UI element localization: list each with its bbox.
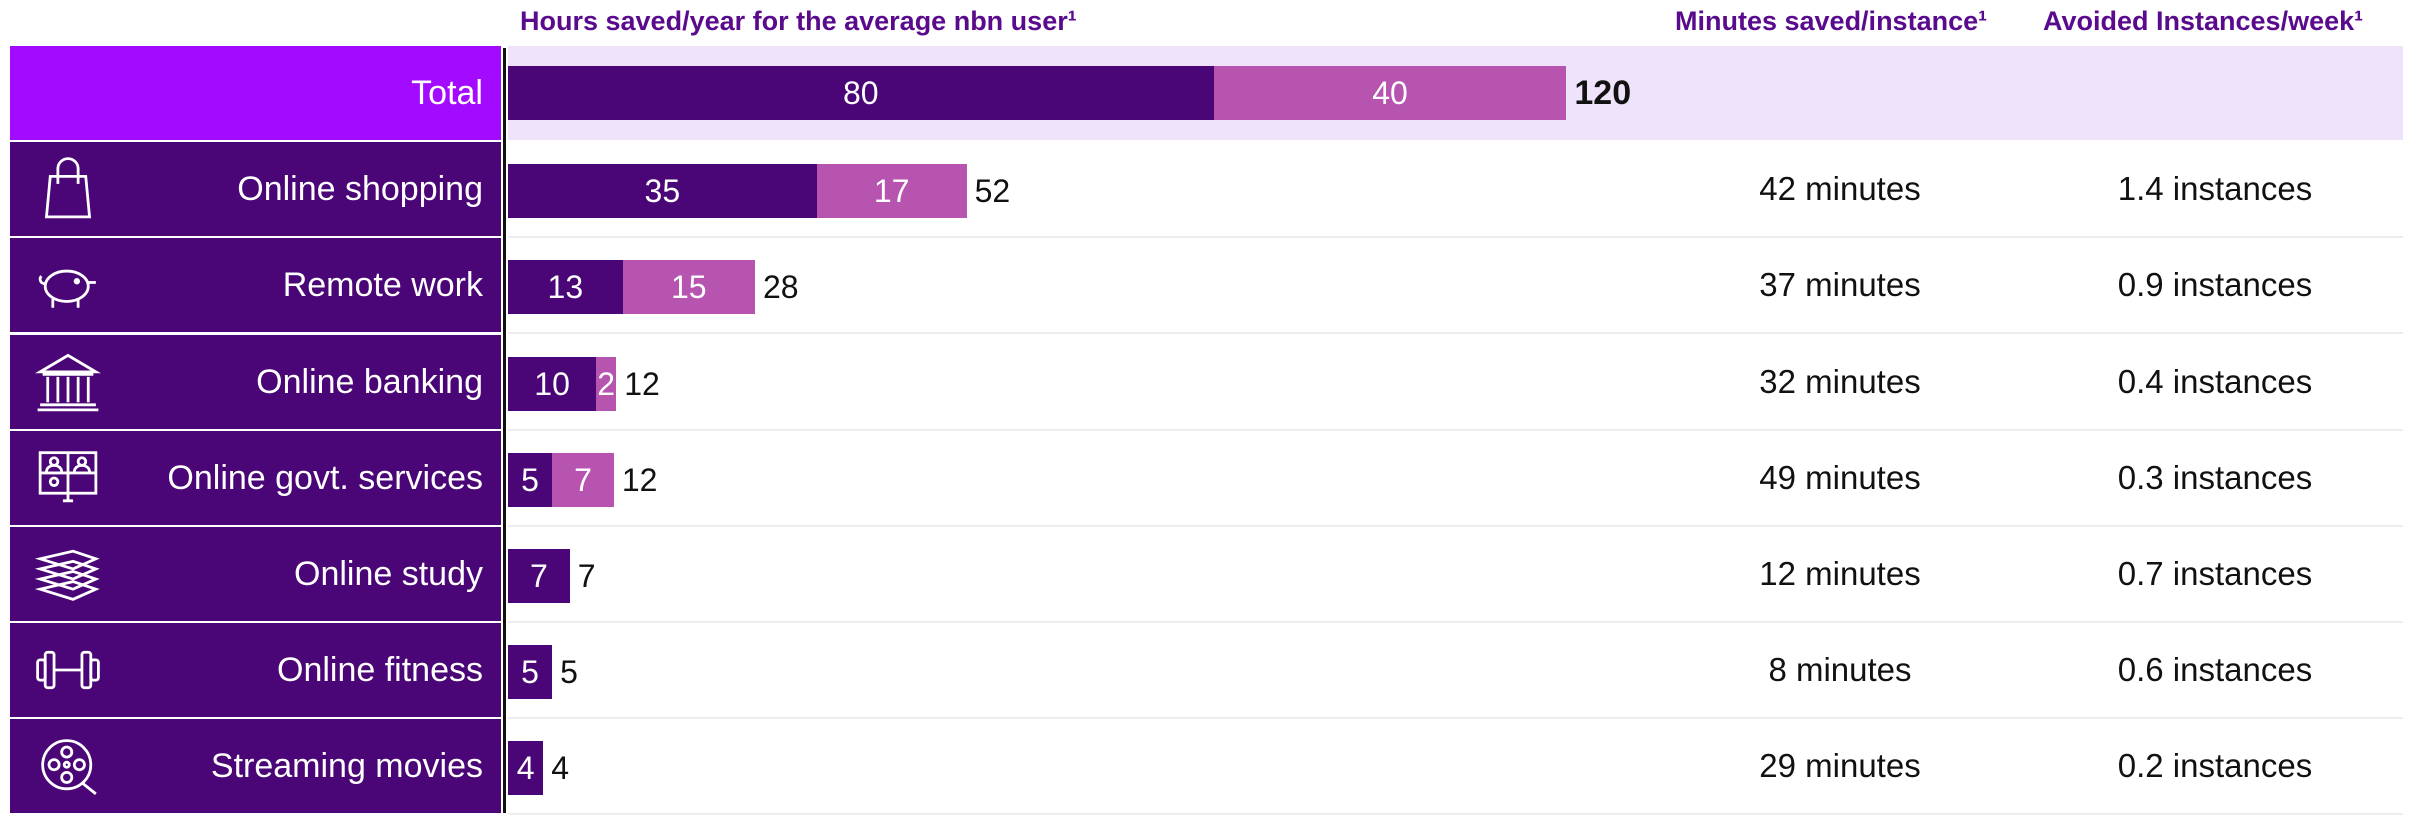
bar-total-label: 120 xyxy=(1574,74,1632,112)
bank-building-icon xyxy=(30,344,106,420)
bar-total-label: 12 xyxy=(624,366,660,402)
bar-total-label: 28 xyxy=(762,269,799,305)
avoided-instances-value: 0.2 instances xyxy=(2117,747,2313,784)
minutes-saved-header: Minutes saved/instance¹ xyxy=(1675,6,1988,36)
category-row: Online study 7 7 12 minutes 0.7 instances xyxy=(0,527,2410,623)
category-label-box: Total xyxy=(10,46,501,140)
chart-axis-line xyxy=(503,48,506,813)
minutes-saved-value: 29 minutes xyxy=(1759,747,1921,784)
category-label-box: Remote work xyxy=(10,238,501,332)
bar-total-label: 7 xyxy=(577,558,596,594)
video-call-icon xyxy=(30,440,106,516)
bar-segment-primary: 10 xyxy=(508,357,597,411)
category-label-box: Online shopping xyxy=(10,142,501,236)
bar-total-label: 52 xyxy=(974,173,1011,209)
bar-segment-primary: 5 xyxy=(508,453,553,507)
avoided-instances-value: 0.7 instances xyxy=(2117,555,2313,592)
total-row: Total 80 40 120 xyxy=(0,46,2410,140)
category-row: Streaming movies 4 4 29 minutes 0.2 instance… xyxy=(0,719,2410,815)
bar-segment-primary: 35 xyxy=(508,164,817,218)
shopping-bag-icon xyxy=(30,151,106,227)
bar-total-label: 5 xyxy=(560,654,578,690)
category-label-box: Online govt. services xyxy=(10,431,501,525)
minutes-saved-value: 37 minutes xyxy=(1759,266,1921,303)
bar-segment-primary: 4 xyxy=(508,741,544,795)
row-separator xyxy=(508,525,2403,527)
category-label: Online govt. services xyxy=(167,459,483,497)
hours-saved-header: Hours saved/year for the average nbn use… xyxy=(520,6,1077,36)
bar-segment-secondary: 7 xyxy=(552,453,614,507)
bar-total-label: 12 xyxy=(621,462,658,498)
bar-segment-primary: 80 xyxy=(508,66,1214,120)
bar-segment-secondary: 17 xyxy=(816,164,967,218)
category-row: Online govt. services 5 7 12 49 minutes 0.3 i… xyxy=(0,431,2410,527)
avoided-instances-value: 0.4 instances xyxy=(2117,363,2313,400)
category-label: Remote work xyxy=(282,266,483,304)
bar-segment-secondary: 15 xyxy=(622,260,755,314)
minutes-saved-value: 42 minutes xyxy=(1759,170,1921,207)
minutes-saved-value: 49 minutes xyxy=(1759,459,1921,496)
category-label: Online shopping xyxy=(237,170,483,208)
row-separator xyxy=(508,717,2403,719)
avoided-instances-value: 0.3 instances xyxy=(2117,459,2313,496)
category-label: Online fitness xyxy=(277,651,483,689)
bar-segment-secondary: 2 xyxy=(596,357,617,411)
bar-segment-primary: 13 xyxy=(508,260,623,314)
category-label: Total xyxy=(411,74,483,112)
category-row: Online fitness 5 5 8 minutes 0.6 instances xyxy=(0,623,2410,719)
category-label-box: Online banking xyxy=(10,335,501,429)
bar-segment-primary: 7 xyxy=(508,549,570,603)
minutes-saved-value: 32 minutes xyxy=(1759,363,1921,400)
category-label: Streaming movies xyxy=(210,747,483,785)
film-reel-icon xyxy=(30,728,106,804)
avoided-instances-header: Avoided Instances/week¹ xyxy=(2043,6,2364,36)
category-label-box: Streaming movies xyxy=(10,719,501,813)
books-icon xyxy=(30,536,106,612)
minutes-saved-value: 8 minutes xyxy=(1768,651,1912,688)
category-label-box: Online study xyxy=(10,527,501,621)
bar-total-label: 4 xyxy=(551,750,570,786)
row-separator xyxy=(508,621,2403,623)
row-separator xyxy=(508,429,2403,431)
avoided-instances-value xyxy=(2065,46,2365,140)
row-separator xyxy=(508,236,2403,238)
category-label: Online study xyxy=(294,555,483,593)
avoided-instances-value: 0.6 instances xyxy=(2117,651,2313,688)
bar-segment-primary: 5 xyxy=(508,645,553,699)
category-row: Remote work 13 15 28 37 minutes 0.9 instances xyxy=(0,238,2410,334)
category-row: Online shopping 35 17 52 42 minutes 1.4 insta… xyxy=(0,142,2410,238)
minutes-saved-value: 12 minutes xyxy=(1759,555,1921,592)
category-row: Online banking 10 2 12 32 minutes 0.4 instanc… xyxy=(0,335,2410,431)
bar-segment-secondary: 40 xyxy=(1213,66,1567,120)
category-label-box: Online fitness xyxy=(10,623,501,717)
avoided-instances-value: 1.4 instances xyxy=(2117,170,2313,207)
row-separator xyxy=(508,332,2403,334)
category-label: Online banking xyxy=(256,363,483,401)
avoided-instances-value: 0.9 instances xyxy=(2117,266,2313,303)
piggy-bank-icon xyxy=(30,247,106,323)
dumbbell-icon xyxy=(30,632,106,708)
minutes-saved-value xyxy=(1690,46,1990,140)
